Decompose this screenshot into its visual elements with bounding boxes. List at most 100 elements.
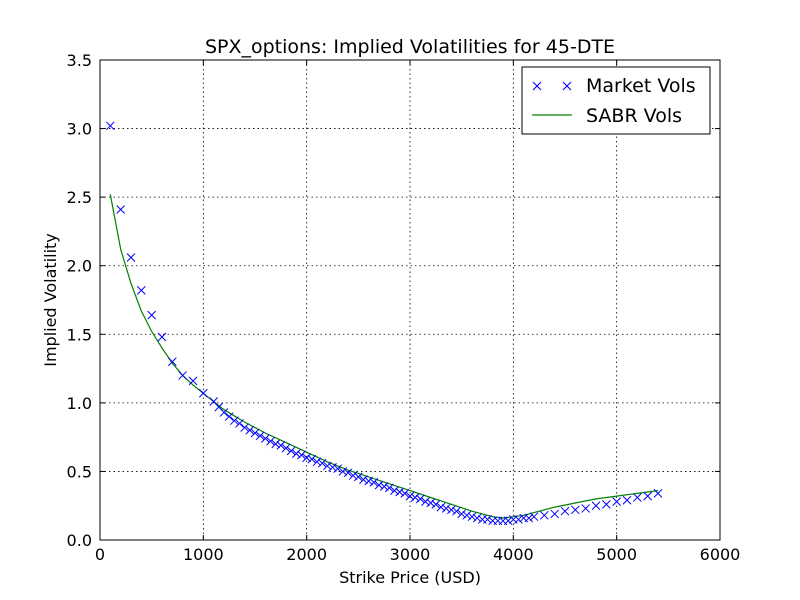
market-vol-point [240, 423, 250, 432]
market-vol-point [224, 412, 234, 421]
market-vol-point [178, 371, 188, 380]
y-tick-label: 3.0 [67, 120, 92, 139]
market-vol-point [297, 450, 306, 460]
x-tick-label: 3000 [390, 545, 431, 564]
legend-market-marker [532, 81, 572, 91]
market-vol-point [601, 499, 611, 509]
market-vol-point [260, 434, 270, 443]
market-vol-point [462, 510, 472, 520]
market-vol-point [410, 493, 420, 502]
market-vol-point [421, 497, 430, 506]
market-vol-point [384, 483, 394, 493]
market-vol-point [281, 443, 291, 453]
market-vol-point [446, 505, 456, 515]
market-vol-point [581, 504, 591, 513]
market-vol-point [126, 253, 136, 262]
market-vol-point [353, 472, 363, 482]
market-vol-point [452, 506, 461, 516]
market-vol-point [405, 491, 415, 501]
market-vol-point [255, 431, 265, 441]
y-tick-label: 2.0 [67, 257, 92, 276]
market-vol-point [328, 462, 337, 472]
y-tick-label: 2.5 [67, 188, 92, 207]
market-vol-point [235, 419, 244, 428]
market-vol-point [369, 478, 379, 487]
y-axis-label: Implied Volatility [41, 233, 60, 367]
market-vol-point [219, 408, 229, 417]
market-vol-point [379, 482, 389, 491]
market-vol-point [250, 428, 260, 438]
market-vol-point [395, 487, 405, 497]
market-vol-point [322, 461, 332, 471]
market-vol-point [472, 513, 482, 523]
y-tick-label: 0.5 [67, 462, 92, 481]
market-vol-point [147, 310, 157, 320]
market-vol-point [529, 512, 539, 522]
x-tick-label: 4000 [493, 545, 534, 564]
market-vol-point [390, 486, 399, 495]
market-vol-point [622, 495, 632, 505]
market-vol-point [276, 441, 286, 450]
market-vol-point [105, 121, 115, 131]
market-vol-point [167, 357, 177, 367]
market-vol-point [333, 464, 343, 474]
market-vol-point [457, 509, 467, 519]
market-vol-point [286, 446, 296, 456]
market-vol-point [441, 504, 451, 513]
market-vol-point [612, 497, 622, 506]
market-vol-point [188, 376, 198, 386]
market-vol-point [266, 436, 275, 446]
x-tick-label: 1000 [183, 545, 224, 564]
y-tick-label: 1.5 [67, 325, 92, 344]
legend: Market Vols SABR Vols [521, 66, 711, 135]
x-axis-label: Strike Price (USD) [339, 568, 481, 587]
y-tick-label: 0.0 [67, 531, 92, 550]
market-vol-point [302, 453, 312, 463]
legend-box [521, 66, 711, 135]
x-tick-label: 6000 [700, 545, 741, 564]
grid [100, 60, 720, 540]
market-vol-point [359, 475, 368, 485]
market-vol-point [271, 439, 281, 449]
market-vol-point [374, 480, 384, 490]
market-vol-point [653, 489, 663, 498]
market-vol-point [229, 416, 239, 426]
market-vol-point [643, 491, 653, 501]
market-vol-point [245, 425, 255, 435]
market-vol-point [157, 332, 167, 342]
market-vol-point [343, 468, 353, 478]
market-vol-point [364, 476, 374, 486]
axis-ticks: 0 1000 2000 3000 4000 5000 6000 0.0 0.5 1.0 1.5 2.0… [67, 51, 741, 564]
market-vol-point [291, 449, 301, 458]
x-tick-label: 5000 [596, 545, 637, 564]
legend-market-label: Market Vols [586, 75, 696, 97]
y-tick-label: 3.5 [67, 51, 92, 70]
market-vol-point [431, 499, 441, 509]
chart-title: SPX_options: Implied Volatilities for 45… [205, 36, 615, 58]
market-vol-point [312, 457, 322, 467]
y-tick-label: 1.0 [67, 394, 92, 413]
market-vol-point [436, 502, 446, 512]
market-vol-point [524, 513, 534, 523]
market-vol-point [632, 493, 642, 502]
x-tick-label: 0 [95, 545, 105, 564]
market-vol-point [116, 205, 126, 214]
market-vol-point [136, 286, 146, 295]
market-vol-point [467, 512, 477, 522]
legend-sabr-label: SABR Vols [586, 105, 682, 127]
market-vol-point [426, 498, 436, 508]
market-vol-point [560, 506, 570, 516]
market-vol-point [570, 505, 580, 515]
market-vol-point [503, 516, 513, 526]
market-vol-point [198, 388, 208, 398]
market-vol-point [348, 471, 358, 480]
market-vol-point [400, 489, 410, 498]
market-vol-point [415, 494, 425, 504]
market-vol-point [317, 458, 327, 468]
market-vol-point [591, 501, 601, 511]
market-vol-point [550, 509, 560, 519]
market-vol-point [483, 515, 492, 524]
market-vol-point [307, 454, 317, 464]
x-tick-label: 2000 [286, 545, 327, 564]
